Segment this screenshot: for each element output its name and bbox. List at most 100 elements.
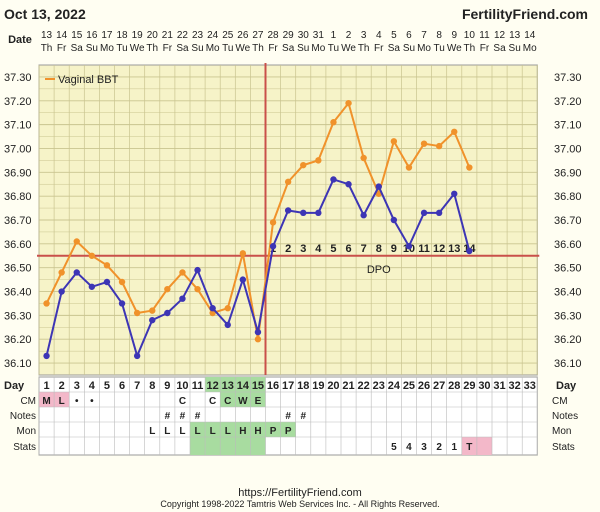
day-row-label-right: Day	[556, 380, 577, 392]
weekday-label: Su	[403, 43, 415, 54]
bbt-point	[239, 250, 247, 257]
mon-cell	[280, 422, 296, 437]
date-label: 8	[436, 30, 442, 41]
day-number: 15	[252, 380, 264, 392]
day-number: 11	[192, 380, 204, 392]
day-number: 3	[74, 380, 80, 392]
stats-row-label-right: Stats	[552, 442, 575, 453]
day-number: 21	[342, 380, 354, 392]
y-tick-label-left: 36.70	[4, 215, 32, 227]
date-label: 6	[406, 30, 412, 41]
dpo-number: 5	[330, 243, 336, 255]
weekday-label: Mo	[100, 43, 114, 54]
bbt-point	[435, 142, 443, 150]
bbt-point	[133, 309, 141, 317]
dpo-number: 7	[361, 243, 367, 255]
header-site[interactable]: FertilityFriend.com	[462, 6, 588, 22]
mon-value: L	[194, 426, 200, 437]
mon-value: P	[270, 426, 277, 437]
secondary-point	[239, 276, 247, 283]
day-number: 19	[312, 380, 324, 392]
bbt-point	[118, 278, 126, 286]
date-label: 7	[421, 30, 427, 41]
y-tick-label-right: 36.10	[554, 358, 582, 370]
note-value: E	[255, 396, 262, 407]
weekday-label: Th	[41, 43, 53, 54]
secondary-point	[360, 212, 367, 219]
dpo-number: 8	[376, 243, 382, 255]
bbt-point	[360, 154, 367, 162]
cm-cell	[250, 392, 266, 407]
y-tick-label-left: 36.10	[4, 358, 32, 370]
footer-url[interactable]: https://FertilityFriend.com	[238, 487, 361, 499]
note-hash: #	[195, 411, 201, 422]
weekday-label: Su	[297, 43, 309, 54]
date-label: 14	[56, 30, 68, 41]
mon-cell	[250, 422, 266, 437]
dpo-number: 6	[345, 243, 351, 255]
weekday-label: We	[341, 43, 356, 54]
stats-cell	[235, 437, 251, 455]
cm-cell	[235, 392, 251, 407]
footer-copyright: Copyright 1998-2022 Tamtris Web Services…	[160, 499, 439, 509]
date-label: 15	[71, 30, 83, 41]
secondary-point	[254, 328, 262, 336]
bbt-point	[330, 119, 337, 126]
date-label: 20	[147, 30, 159, 41]
day-row-label: Day	[4, 380, 25, 392]
secondary-point	[390, 216, 398, 224]
mon-value: L	[149, 426, 155, 437]
day-number: 14	[237, 380, 250, 392]
date-label: 13	[509, 30, 521, 41]
secondary-point	[194, 266, 201, 274]
secondary-point	[315, 209, 322, 217]
date-label: 28	[267, 30, 279, 41]
day-number: 8	[149, 380, 155, 392]
bbt-point	[269, 219, 277, 226]
stats-cell	[205, 437, 221, 455]
secondary-point	[224, 321, 231, 329]
date-label: 17	[101, 30, 113, 41]
bbt-point	[300, 161, 307, 169]
date-label: 22	[177, 30, 189, 41]
secondary-point	[58, 288, 65, 295]
bbt-point	[405, 164, 413, 171]
date-label: 23	[192, 30, 204, 41]
day-number: 4	[89, 380, 96, 392]
secondary-point	[149, 316, 156, 324]
cm-value: •	[75, 396, 79, 407]
day-number: 33	[524, 380, 536, 392]
y-tick-label-left: 37.30	[4, 72, 32, 84]
stats-value: 4	[406, 442, 412, 453]
cm-cell	[54, 392, 70, 407]
secondary-point	[269, 243, 277, 250]
day-number: 16	[267, 380, 279, 392]
day-number: 2	[59, 380, 65, 392]
secondary-point	[330, 176, 337, 183]
mon-cell	[220, 422, 236, 437]
weekday-label: Th	[146, 43, 158, 54]
secondary-point	[88, 283, 96, 290]
y-tick-label-right: 36.50	[554, 263, 582, 275]
secondary-point	[405, 243, 413, 250]
y-tick-label-right: 36.40	[554, 287, 582, 299]
bbt-point	[88, 252, 96, 259]
stats-cell	[250, 437, 266, 455]
weekday-label: We	[130, 43, 145, 54]
note-hash: #	[180, 411, 186, 422]
weekday-label: Tu	[222, 43, 233, 54]
date-label: 13	[41, 30, 53, 41]
stats-value: 1	[451, 442, 457, 453]
mon-value: L	[179, 426, 185, 437]
cm-cell	[220, 392, 236, 407]
day-number: 1	[43, 380, 49, 392]
secondary-point	[118, 300, 126, 307]
day-number: 18	[297, 380, 309, 392]
stats-cell	[190, 437, 206, 455]
secondary-point	[451, 190, 458, 197]
stats-value: 5	[391, 442, 397, 453]
y-tick-label-left: 37.10	[4, 120, 32, 132]
bbt-point	[103, 262, 111, 269]
mon-value: L	[164, 426, 170, 437]
dpo-number: 3	[300, 243, 306, 255]
